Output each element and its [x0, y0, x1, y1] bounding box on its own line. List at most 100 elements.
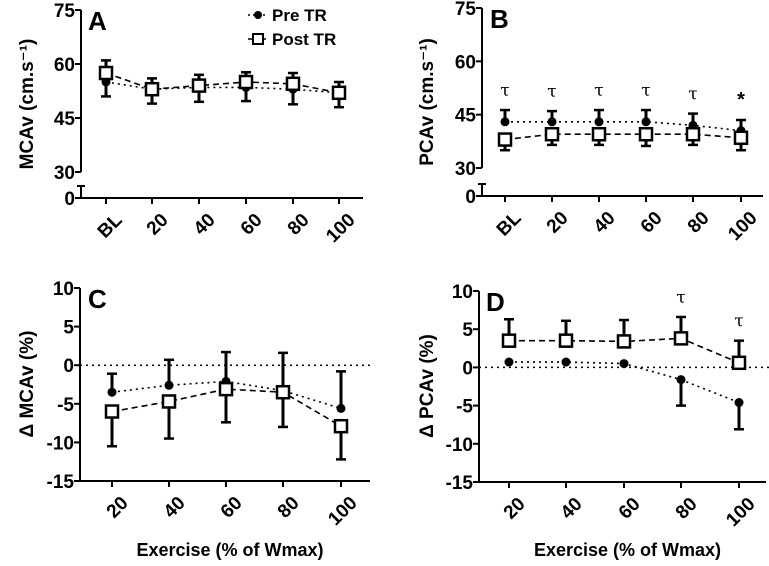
x-axis-title: Exercise (% of Wmax): [136, 540, 323, 560]
series-pre-tr: [101, 77, 344, 109]
panel-d: -15 -10 -5 0 5 10 20 40 60 80 100 τ τ D Δ PCAv (%) Exer…: [417, 282, 769, 560]
x-tick-label: 80: [684, 208, 714, 238]
x-tick-label: 60: [237, 210, 267, 240]
x-tick-label: 80: [672, 494, 702, 524]
y-tick-label: 10: [53, 279, 74, 300]
data-point: [638, 126, 654, 142]
x-tick-label: BL: [493, 207, 526, 240]
data-point: [561, 357, 571, 367]
y-tick-label: -5: [57, 395, 74, 416]
y-tick-label: 0: [465, 187, 476, 208]
series-pre-tr: [500, 108, 746, 136]
x-axis-title: Exercise (% of Wmax): [534, 540, 721, 560]
significance-marker: τ: [547, 82, 556, 102]
series-pre-tr: [504, 357, 744, 431]
x-tick-label: 40: [190, 210, 220, 240]
panel-label: B: [490, 4, 509, 34]
series-post-tr: [497, 126, 749, 152]
data-point: [733, 130, 749, 146]
x-tick-label: 80: [274, 493, 304, 523]
series-line: [111, 388, 342, 427]
y-axis-title: Δ PCAv (%): [417, 334, 438, 438]
series-line: [505, 120, 742, 132]
y-axis-title: MCAv (cm.s⁻¹): [17, 39, 38, 170]
panel-b: 0 30 45 60 75 BL 20 40 60 80 100 τ τ τ τ τ * B PCAv (cm.s⁻…: [417, 0, 763, 245]
data-point: [501, 333, 517, 348]
y-tick-label: 0: [63, 356, 74, 377]
data-point: [616, 334, 632, 349]
data-point: [685, 126, 701, 142]
y-tick-label: 0: [462, 358, 473, 379]
significance-marker: τ: [500, 81, 509, 101]
data-point: [673, 331, 689, 346]
significance-marker: *: [737, 89, 745, 111]
y-tick-label: 60: [54, 55, 75, 76]
significance-marker: τ: [676, 288, 685, 308]
data-point: [144, 81, 160, 97]
data-point: [218, 381, 234, 397]
y-tick-label: 30: [455, 159, 476, 180]
y-tick-label: 10: [452, 282, 473, 303]
y-tick-label: -5: [456, 397, 473, 418]
legend-marker: [252, 33, 264, 45]
significance-marker: τ: [594, 81, 603, 101]
x-tick-label: 40: [590, 208, 620, 238]
y-tick-label: 30: [54, 163, 75, 184]
x-tick-label: 20: [543, 208, 573, 238]
data-point: [331, 85, 347, 101]
data-point: [104, 404, 120, 419]
y-tick-label: 45: [54, 109, 76, 130]
y-tick-label: 5: [63, 318, 74, 339]
x-tick-label: 20: [500, 494, 530, 524]
x-tick-label: BL: [94, 209, 127, 242]
data-point: [734, 398, 744, 408]
data-point: [164, 380, 174, 390]
x-tick-label: 20: [143, 210, 173, 240]
significance-marker: τ: [734, 312, 743, 332]
x-tick-label: 60: [637, 208, 667, 238]
y-tick-label: 45: [455, 106, 477, 127]
legend-marker: [254, 11, 262, 19]
data-point: [558, 333, 574, 348]
panel-a: 0 30 45 60 75 BL 20 40 60 80 100 A MCAv (cm.s⁻¹) Pre …: [17, 1, 363, 247]
panel-label: A: [88, 6, 107, 36]
y-tick-label: 75: [455, 0, 477, 20]
series-line: [105, 72, 340, 94]
series-post-tr: [104, 381, 349, 461]
data-point: [333, 418, 349, 434]
panel-c: -15 -10 -5 0 5 10 20 40 60 80 100 C Δ MCAv (%) Exerci…: [17, 279, 373, 560]
panel-label: C: [88, 284, 107, 314]
data-point: [497, 132, 513, 147]
series-post-tr: [501, 315, 747, 371]
data-point: [641, 117, 651, 127]
data-point: [731, 355, 747, 371]
x-tick-label: 20: [103, 493, 133, 523]
x-tick-label: 100: [324, 493, 361, 530]
data-point: [98, 65, 114, 81]
x-tick-label: 80: [284, 210, 314, 240]
series-line: [105, 81, 340, 94]
data-point: [594, 117, 604, 127]
series-line: [504, 133, 742, 141]
data-point: [619, 359, 629, 369]
y-tick-label: -15: [446, 473, 474, 494]
y-axis-title: Δ MCAv (%): [17, 331, 38, 438]
significance-marker: τ: [688, 85, 697, 105]
x-tick-label: 60: [217, 493, 247, 523]
y-tick-label: -15: [47, 472, 75, 493]
x-tick-label: 60: [615, 494, 645, 524]
data-point: [547, 117, 557, 127]
series-post-tr: [98, 59, 347, 101]
legend-label: Post TR: [272, 30, 336, 49]
y-tick-label: -10: [47, 433, 74, 454]
data-point: [107, 387, 117, 397]
data-point: [238, 74, 254, 90]
data-point: [500, 117, 510, 127]
data-point: [504, 357, 514, 367]
y-tick-label: 5: [462, 320, 473, 341]
legend-label: Pre TR: [272, 6, 327, 25]
data-point: [544, 126, 560, 142]
y-axis-title: PCAv (cm.s⁻¹): [417, 38, 438, 166]
data-point: [591, 126, 607, 142]
panel-label: D: [486, 287, 505, 317]
